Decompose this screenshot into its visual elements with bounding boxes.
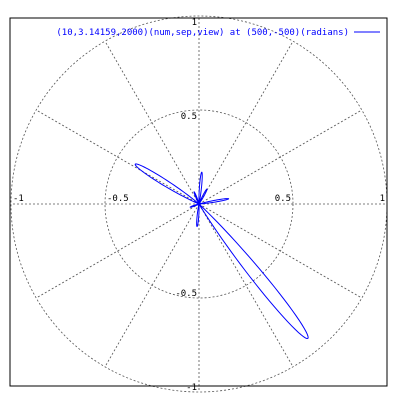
- grid-spoke-8: [104, 203, 200, 368]
- y-tick-label-3: -1: [186, 383, 197, 393]
- legend: (10,3.14159,2000)(num,sep,view) at (500,…: [56, 28, 380, 38]
- grid-layer: [10, 15, 388, 393]
- grid-spoke-7: [35, 203, 200, 299]
- grid-spoke-11: [198, 203, 363, 299]
- x-tick-label-1: -0.5: [107, 194, 129, 204]
- series-layer: [134, 163, 309, 340]
- series-line-0: [134, 163, 309, 340]
- y-tick-label-1: 0.5: [181, 112, 197, 122]
- grid-spoke-5: [35, 109, 200, 205]
- x-tick-label-3: 1: [380, 194, 385, 204]
- x-tick-label-2: 0.5: [275, 194, 291, 204]
- legend-label: (10,3.14159,2000)(num,sep,view) at (500,…: [56, 28, 349, 38]
- grid-spoke-4: [104, 40, 200, 205]
- grid-spoke-1: [198, 109, 363, 205]
- plot-frame: [9, 17, 388, 387]
- grid-spoke-2: [198, 40, 294, 205]
- tick-label-layer: -1 -0.5 0.5 1 1 0.5 -0.5 -1: [13, 18, 385, 393]
- y-tick-label-0: 1: [192, 18, 197, 28]
- y-tick-label-2: -0.5: [175, 289, 197, 299]
- grid-spoke-10: [198, 203, 294, 368]
- x-tick-label-0: -1: [13, 194, 24, 204]
